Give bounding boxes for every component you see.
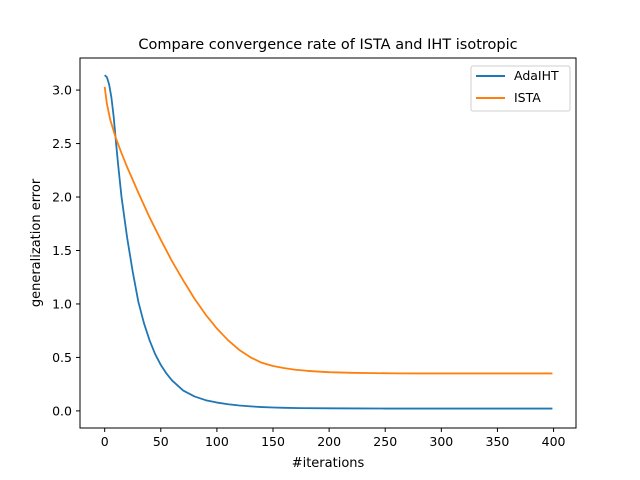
y-tick-label: 1.5 <box>52 243 72 258</box>
y-axis-ticks: 0.0 0.5 1.0 1.5 2.0 2.5 3.0 <box>52 83 80 418</box>
x-tick-label: 400 <box>542 434 566 449</box>
x-axis-label: #iterations <box>292 456 365 471</box>
y-tick-label: 2.5 <box>52 136 72 151</box>
plot-frame <box>79 57 577 429</box>
y-tick-label: 0.5 <box>52 350 72 365</box>
y-tick-label: 0.0 <box>52 403 72 418</box>
x-tick-label: 50 <box>153 434 169 449</box>
x-tick-label: 150 <box>261 434 285 449</box>
plot-area: 0 50 100 150 200 250 300 350 400 0.0 0.5 1.0 1.5 2.0… <box>52 57 577 449</box>
series-layer <box>103 74 553 410</box>
series-line-adaiht <box>104 74 553 410</box>
x-axis-ticks: 0 50 100 150 200 250 300 350 400 <box>101 428 566 449</box>
x-tick-label: 100 <box>205 434 229 449</box>
y-tick-label: 3.0 <box>52 83 72 98</box>
y-tick-label: 2.0 <box>52 190 72 205</box>
y-axis-label: generalization error <box>29 178 44 307</box>
legend-label-ista: ISTA <box>514 90 541 105</box>
legend-label-adaiht: AdaIHT <box>514 68 559 83</box>
x-tick-label: 0 <box>101 434 109 449</box>
y-tick-label: 1.0 <box>52 296 72 311</box>
x-tick-label: 300 <box>429 434 453 449</box>
x-tick-label: 200 <box>317 434 341 449</box>
legend-box <box>470 65 571 112</box>
legend: AdaIHT ISTA <box>470 65 571 112</box>
series-line-ista <box>103 86 553 375</box>
chart-title: Compare convergence rate of ISTA and IHT… <box>138 37 517 53</box>
x-tick-label: 350 <box>486 434 510 449</box>
x-tick-label: 250 <box>373 434 397 449</box>
